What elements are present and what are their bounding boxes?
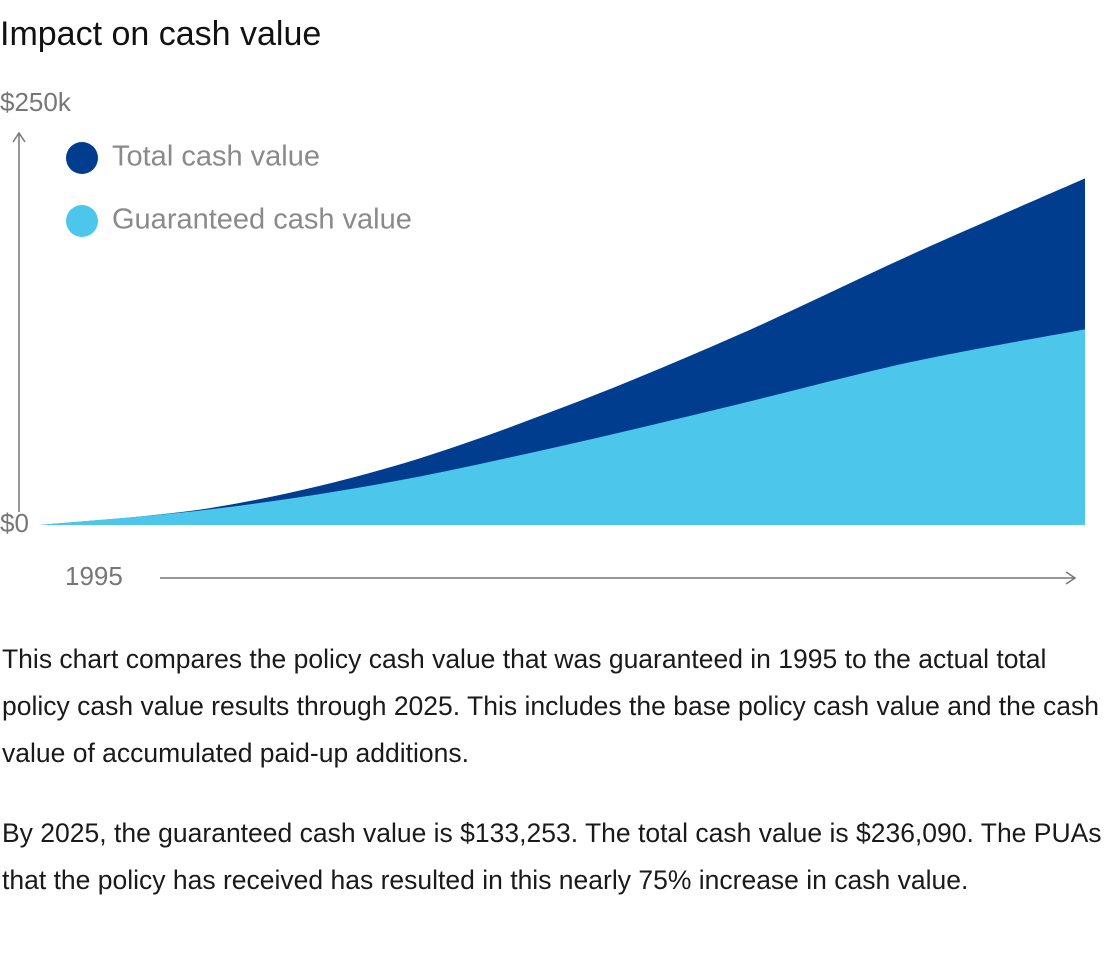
legend-swatch (66, 142, 98, 174)
x-axis-arrow (1065, 571, 1077, 585)
description: This chart compares the policy cash valu… (2, 644, 1099, 768)
y-axis-arrow (12, 131, 26, 143)
area (40, 329, 1085, 525)
y-tick-label: $0 (0, 508, 29, 538)
legend-swatch (66, 205, 98, 237)
y-tick-label: $250k (0, 87, 72, 117)
description: By 2025, the guaranteed cash value is $1… (2, 818, 1102, 895)
legend-label: Guaranteed cash value (112, 204, 412, 236)
chart: Impact on cash value $0 $250k 1995 Total ca… (0, 15, 1085, 591)
legend-label: Total cash value (112, 141, 320, 173)
x-tick-label: 1995 (65, 561, 123, 591)
chart-title: Impact on cash value (0, 15, 321, 53)
